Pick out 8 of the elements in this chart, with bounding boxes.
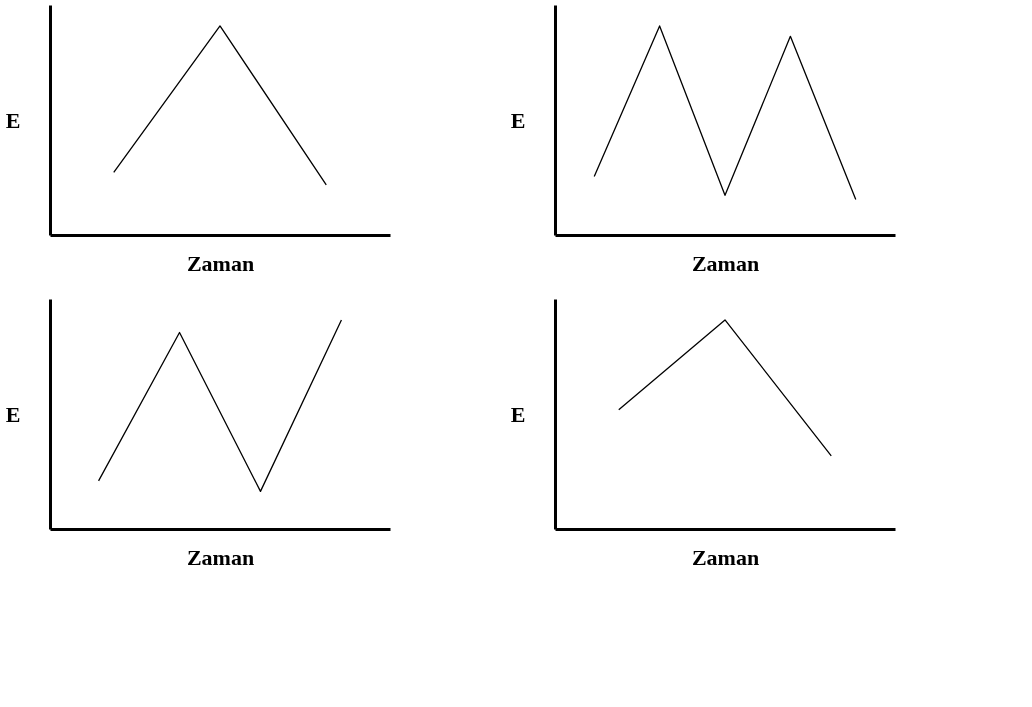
- x-axis-title: Zaman: [186, 250, 255, 276]
- y-axis-title: E: [510, 107, 526, 133]
- y-axis-title: E: [5, 107, 21, 133]
- x-axis-title: Zaman: [186, 544, 255, 570]
- x-axis-title: Zaman: [691, 544, 760, 570]
- y-axis-title: E: [510, 401, 526, 427]
- y-axis-title: E: [5, 401, 21, 427]
- x-axis-title: Zaman: [691, 250, 760, 276]
